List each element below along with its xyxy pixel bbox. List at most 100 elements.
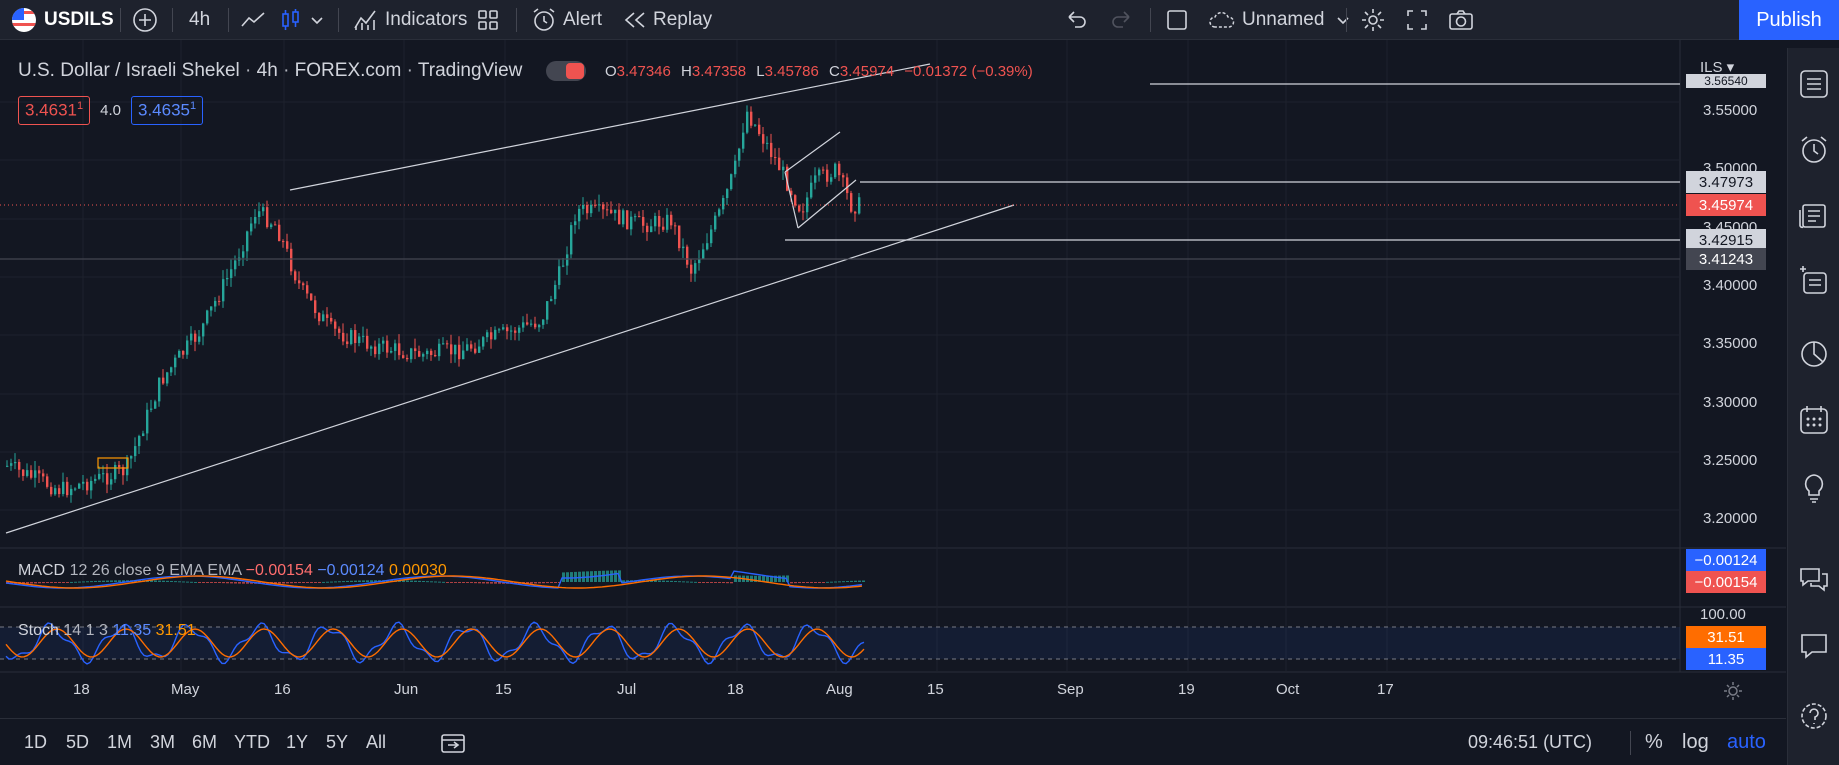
symbol-search-button[interactable]: USDILS: [12, 0, 114, 40]
publish-button[interactable]: Publish: [1739, 0, 1839, 40]
alert-button[interactable]: Alert: [531, 0, 602, 40]
layout-select-button[interactable]: [1166, 0, 1188, 40]
news-icon[interactable]: [1798, 200, 1830, 232]
range-button-1d[interactable]: 1D: [24, 732, 48, 752]
macd-histogram-bar: [302, 582, 305, 583]
candle-body: [578, 208, 581, 222]
candle-body: [314, 300, 317, 314]
auto-scale-toggle[interactable]: auto: [1727, 731, 1766, 753]
undo-icon: [1068, 11, 1086, 28]
watchlist-icon[interactable]: [1798, 68, 1830, 100]
range-button-1y[interactable]: 1Y: [286, 732, 309, 752]
chart-type-dropdown[interactable]: [310, 0, 324, 40]
buy-button[interactable]: 3.46351: [130, 96, 204, 125]
macd-histogram-bar: [122, 580, 125, 582]
candle-body: [570, 225, 573, 255]
candle-body: [242, 251, 245, 258]
candle-body: [102, 473, 105, 475]
fullscreen-icon: [1407, 10, 1427, 30]
range-button-1m[interactable]: 1M: [107, 732, 133, 752]
alarm-clock-icon[interactable]: [1798, 134, 1830, 166]
interval-button[interactable]: 4h: [189, 0, 210, 40]
compare-button[interactable]: [132, 0, 158, 40]
candle-body: [222, 279, 225, 302]
macd-histogram-bar: [454, 582, 457, 583]
layout-name-button[interactable]: Unnamed: [1208, 0, 1350, 40]
macd-signal-line: [5, 575, 863, 589]
line-tool-button[interactable]: [240, 0, 266, 40]
candle-body: [162, 377, 165, 384]
macd-histogram-bar: [818, 582, 821, 583]
macd-histogram-bar: [774, 575, 777, 582]
macd-histogram-bar: [758, 575, 761, 582]
pie-chart-icon[interactable]: [1798, 338, 1830, 370]
calendar-list-icon[interactable]: [1798, 266, 1830, 298]
undo-button[interactable]: [1066, 0, 1088, 40]
chart-type-button[interactable]: [280, 0, 302, 40]
range-button-3m[interactable]: 3M: [150, 732, 176, 752]
macd-histogram-bar: [218, 582, 221, 583]
candle-body: [738, 148, 741, 161]
macd-histogram-bar: [370, 580, 373, 582]
sell-button[interactable]: 3.46311: [18, 96, 91, 125]
clock-display[interactable]: 09:46:51 (UTC): [1468, 732, 1593, 752]
fullscreen-button[interactable]: [1406, 0, 1428, 40]
candle-body: [402, 355, 405, 358]
range-button-5y[interactable]: 5Y: [326, 732, 349, 752]
macd-histogram-bar: [470, 582, 473, 584]
templates-button[interactable]: [477, 0, 499, 40]
range-button-5d[interactable]: 5D: [66, 732, 90, 752]
chat-icon[interactable]: [1798, 564, 1830, 596]
candle-body: [658, 216, 661, 227]
time-tick-label: Jun: [394, 681, 419, 698]
macd-histogram-bar: [662, 580, 665, 582]
candle-body: [838, 163, 841, 176]
candle-body: [298, 280, 301, 284]
candle-body: [670, 214, 673, 226]
range-button-6m[interactable]: 6M: [192, 732, 218, 752]
message-icon[interactable]: [1798, 630, 1830, 662]
log-scale-toggle[interactable]: log: [1682, 731, 1709, 753]
percent-scale-toggle[interactable]: %: [1645, 731, 1663, 753]
date-range-button[interactable]: [440, 719, 466, 765]
candle-body: [414, 348, 417, 352]
high-label: H: [681, 63, 692, 80]
macd-histogram-bar: [422, 580, 425, 582]
price-chart[interactable]: [0, 40, 1786, 728]
price-tick-label: 3.30000: [1703, 394, 1758, 411]
candle-body: [398, 343, 401, 356]
candle-body: [322, 314, 325, 322]
range-button-ytd[interactable]: YTD: [234, 732, 270, 752]
symbol-title[interactable]: U.S. Dollar / Israeli Shekel: [18, 60, 240, 81]
candle-body: [350, 330, 353, 345]
macd-histogram-bar: [30, 582, 33, 584]
candle-body: [510, 330, 513, 332]
time-axis-settings-icon[interactable]: [1722, 680, 1744, 702]
macd-histogram-bar: [274, 582, 277, 584]
lightbulb-icon[interactable]: [1798, 472, 1830, 504]
replay-button[interactable]: Replay: [623, 0, 712, 40]
redo-button[interactable]: [1110, 0, 1132, 40]
macd-histogram-bar: [22, 582, 25, 584]
time-tick-label: Jul: [617, 681, 637, 698]
indicators-button[interactable]: Indicators: [353, 0, 467, 40]
macd-legend[interactable]: MACD 12 26 close 9 EMA EMA −0.00154 −0.0…: [18, 562, 447, 580]
candle-body: [574, 221, 577, 226]
macd-histogram-bar: [446, 582, 449, 583]
candle-body: [818, 169, 821, 176]
macd-histogram-bar: [158, 580, 161, 582]
plus-circle-icon: [133, 8, 157, 32]
macd-histogram-bar: [414, 580, 417, 582]
chart-area[interactable]: U.S. Dollar / Israeli Shekel · 4h · FORE…: [0, 40, 1786, 728]
range-button-all[interactable]: All: [366, 732, 387, 752]
calendar-icon[interactable]: [1798, 404, 1830, 436]
macd-histogram-bar: [762, 575, 765, 582]
help-icon[interactable]: [1798, 700, 1830, 732]
settings-button[interactable]: [1360, 0, 1386, 40]
eye-toggle[interactable]: [545, 60, 586, 81]
currency-button[interactable]: ILS ▾: [1700, 59, 1735, 76]
candle-body: [642, 217, 645, 226]
snapshot-button[interactable]: [1448, 0, 1474, 40]
macd-histogram-bar: [78, 581, 81, 583]
stoch-legend[interactable]: Stoch 14 1 3 11.35 31.51: [18, 622, 196, 640]
